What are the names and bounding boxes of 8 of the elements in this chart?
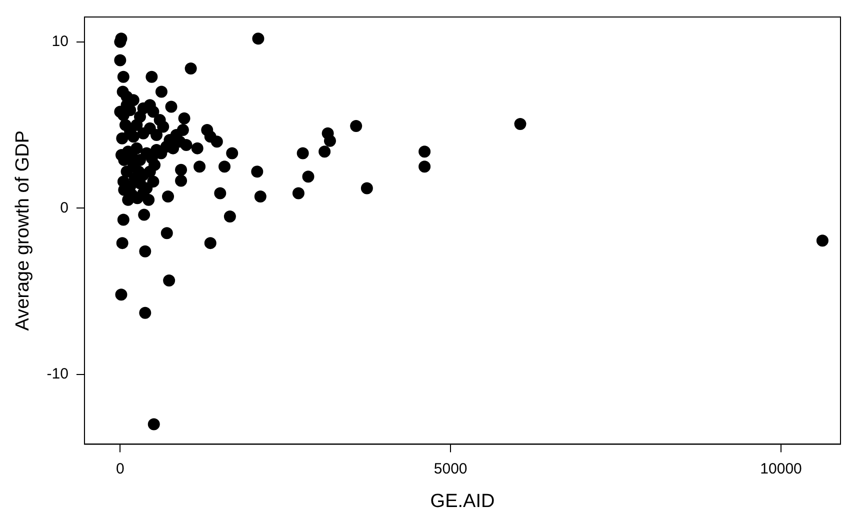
x-tick-label: 5000 — [434, 460, 468, 478]
y-tick-label: -10 — [46, 366, 68, 383]
y-axis-title: Average growth of GDP — [12, 130, 34, 331]
y-tick-label: 0 — [60, 199, 68, 216]
x-axis-title: GE.AID — [430, 490, 495, 512]
x-tick-label: 10000 — [760, 460, 802, 478]
y-tick-label: 10 — [52, 33, 68, 50]
x-tick-label: 0 — [116, 460, 124, 478]
